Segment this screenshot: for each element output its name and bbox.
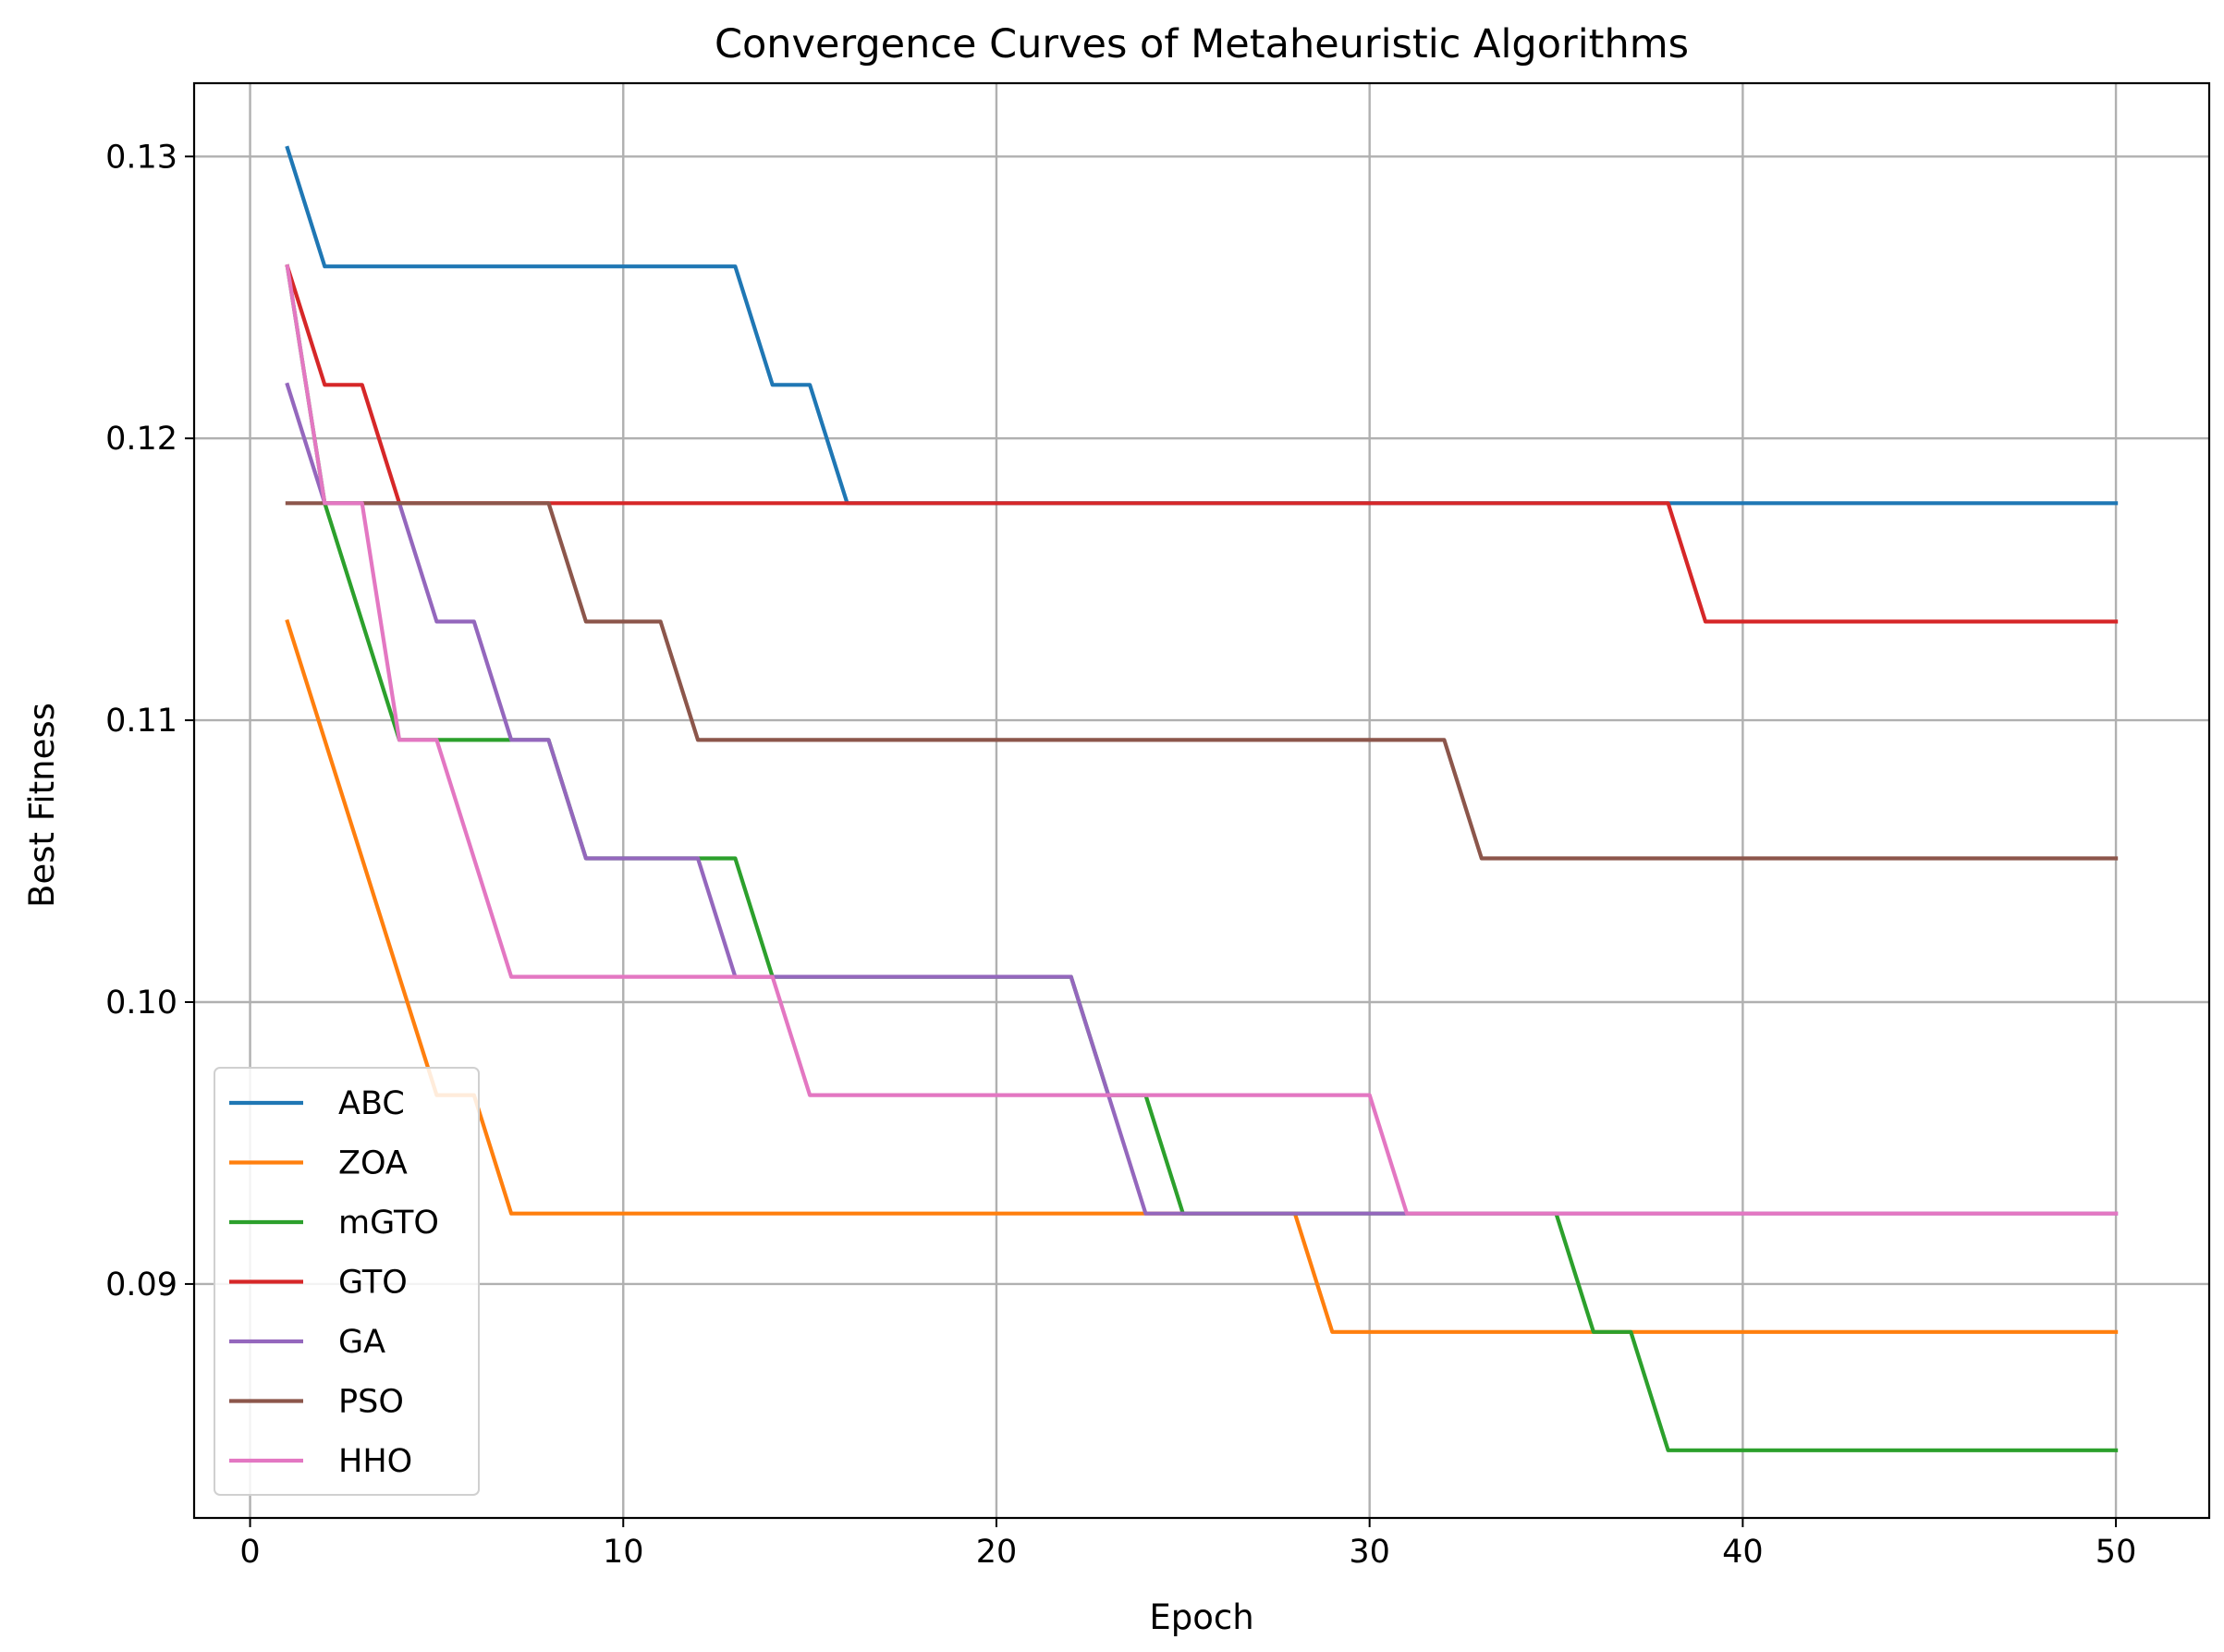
- y-axis-ticks: 0.09 0.10 0.11 0.12 0.13: [105, 139, 194, 1303]
- y-tick-label: 0.13: [105, 139, 177, 176]
- series-lines: [285, 145, 2119, 1452]
- plot-frame: [192, 81, 2211, 1520]
- legend-label-abc: ABC: [338, 1085, 405, 1122]
- y-tick-label: 0.12: [105, 421, 177, 458]
- series-line-hho: [285, 263, 2119, 1216]
- y-tick-label: 0.11: [105, 703, 177, 740]
- x-tick-label: 0: [239, 1534, 260, 1571]
- legend-label-gto: GTO: [338, 1265, 408, 1302]
- legend: ABC ZOA mGTO GTO GA PSO HHO: [214, 1067, 480, 1496]
- legend-label-zoa: ZOA: [338, 1145, 408, 1182]
- legend-label-ga: GA: [338, 1324, 385, 1361]
- x-tick-label: 10: [603, 1534, 644, 1571]
- y-tick-label: 0.09: [105, 1267, 177, 1303]
- x-tick-label: 20: [976, 1534, 1018, 1571]
- x-tick-label: 50: [2096, 1534, 2137, 1571]
- x-axis-ticks: 0 10 20 30 40 50: [239, 1518, 2136, 1571]
- x-tick-label: 40: [1722, 1534, 1764, 1571]
- y-axis-label: Best Fitness: [22, 703, 62, 908]
- y-tick-label: 0.10: [105, 985, 177, 1022]
- chart-title: Convergence Curves of Metaheuristic Algo…: [715, 21, 1689, 67]
- legend-box: [214, 1067, 480, 1496]
- series-line-pso: [285, 501, 2119, 861]
- legend-label-pso: PSO: [338, 1384, 404, 1421]
- legend-label-mgto: mGTO: [338, 1205, 439, 1242]
- x-axis-label: Epoch: [1149, 1597, 1253, 1637]
- x-tick-label: 30: [1349, 1534, 1390, 1571]
- series-line-gto: [285, 263, 2119, 624]
- legend-label-hho: HHO: [338, 1443, 412, 1480]
- grid-lines: [194, 83, 2209, 1518]
